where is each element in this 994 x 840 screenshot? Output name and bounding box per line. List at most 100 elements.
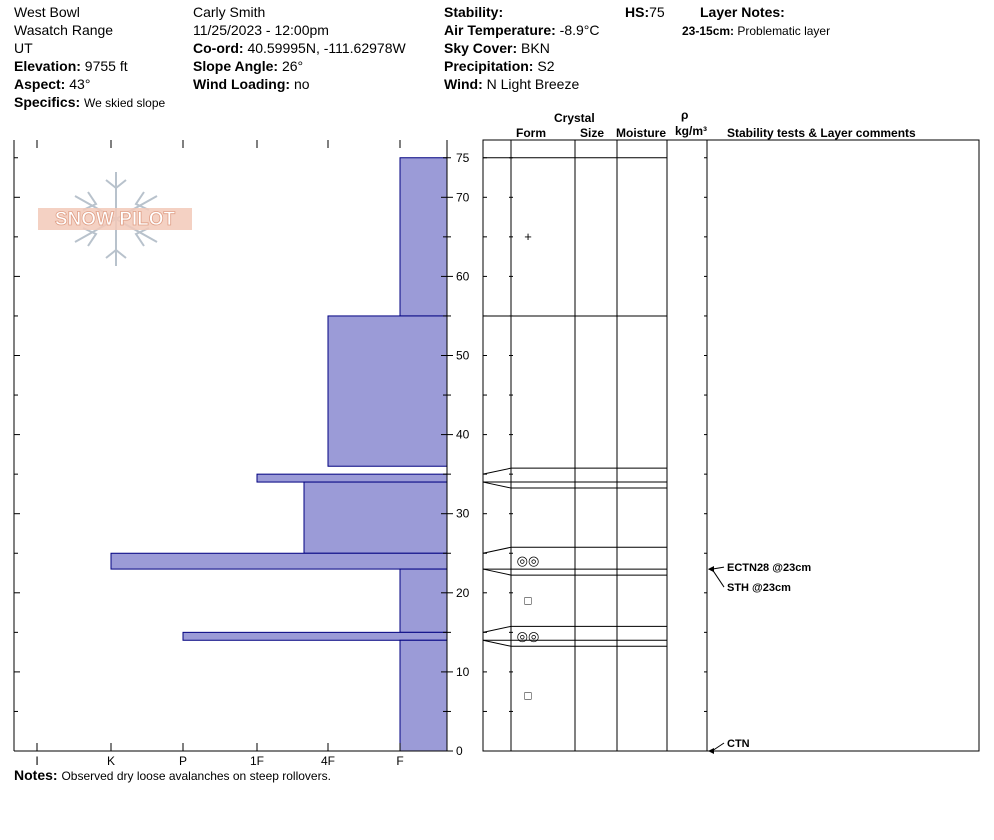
wind-loading-row: Wind Loading: no: [193, 75, 310, 93]
grain-forms: + ◎◎ □ ◎◎ □: [517, 229, 540, 703]
notes-label: Notes:: [14, 767, 58, 783]
specifics-row: Specifics: We skied slope: [14, 93, 165, 112]
height-tick-label: 0: [456, 744, 463, 758]
specifics-value: We skied slope: [84, 96, 166, 110]
grain-form-4: ◎◎: [517, 553, 540, 568]
layer-bottom-line-2: [482, 481, 667, 489]
notes-text: Observed dry loose avalanches on steep r…: [61, 769, 331, 783]
col-moisture: Moisture: [616, 126, 667, 140]
layer-top-line-2: [482, 467, 667, 475]
layer-note: 23-15cm: Problematic layer: [682, 22, 830, 40]
layer-top-line-4: [482, 546, 667, 554]
hs-value: 75: [649, 4, 665, 20]
hs-label: HS:: [625, 4, 650, 20]
hardness-tick-label: F: [396, 754, 403, 768]
sky-cover-label: Sky Cover:: [444, 40, 518, 56]
elevation-value: 9755 ft: [84, 58, 128, 74]
state: UT: [14, 40, 33, 56]
hardness-bar-1: [327, 315, 448, 467]
height-tick-label: 75: [456, 151, 470, 165]
mountain-range: Wasatch Range: [14, 22, 114, 38]
hardness-tick-label: I: [35, 754, 38, 768]
grain-form-6: ◎◎: [517, 628, 540, 643]
hardness-bar-5: [399, 568, 448, 633]
wind-value: N Light Breeze: [486, 76, 580, 92]
height-tick-label: 50: [456, 349, 470, 363]
grain-form-7: □: [524, 689, 531, 703]
height-tick-label: 40: [456, 428, 470, 442]
profile-grid: [13, 139, 980, 752]
layer-bottom-line-4: [482, 568, 667, 576]
precip-value: S2: [537, 58, 555, 74]
hardness-tick-label: 4F: [321, 754, 335, 768]
coord-value: 40.59995N, -111.62978W: [247, 40, 406, 56]
layer-bottom-line-6: [482, 639, 667, 647]
height-tick-label: 70: [456, 190, 470, 204]
location-name: West Bowl: [14, 4, 80, 20]
coord-row: Co-ord: 40.59995N, -111.62978W: [193, 39, 406, 57]
hardness-bar-3: [303, 481, 448, 554]
col-form: Form: [516, 126, 546, 140]
aspect-label: Aspect:: [14, 76, 66, 92]
hardness-axis: I K P 1F 4F F: [35, 743, 404, 768]
precip-label: Precipitation:: [444, 58, 534, 74]
wind-loading-value: no: [293, 76, 310, 92]
test-label-1: STH @23cm: [727, 582, 791, 594]
test-arrow-icon: [708, 566, 714, 573]
height-tick-label: 30: [456, 507, 470, 521]
wind-label: Wind:: [444, 76, 483, 92]
hardness-bar-6: [182, 631, 448, 641]
test-label-2: CTN: [727, 738, 750, 750]
hardness-bar-4: [110, 552, 448, 570]
stability-label: Stability:: [444, 4, 504, 20]
layer-notes-label: Layer Notes:: [700, 4, 785, 20]
wind-row: Wind: N Light Breeze: [444, 75, 579, 93]
test-arrow-icon: [708, 748, 714, 754]
slope-label: Slope Angle:: [193, 58, 279, 74]
height-axis: 0 10 20 30 40 50 60 70 75: [456, 151, 470, 758]
wind-loading-label: Wind Loading:: [193, 76, 291, 92]
aspect-row: Aspect: 43°: [14, 75, 90, 93]
precip-row: Precipitation: S2: [444, 57, 554, 75]
air-temp-row: Air Temperature: -8.9°C: [444, 21, 600, 39]
hs-row: HS:75: [625, 3, 665, 21]
col-crystal: Crystal: [554, 111, 595, 125]
height-tick-label: 60: [456, 269, 470, 283]
observer: Carly Smith: [193, 4, 266, 20]
specifics-label: Specifics:: [14, 94, 81, 110]
hardness-tick-label: 1F: [250, 754, 264, 768]
layer-top-line-6: [482, 625, 667, 633]
col-stability-comments: Stability tests & Layer comments: [727, 126, 916, 140]
snowpilot-logo: SNOW PILOT: [38, 172, 192, 266]
hardness-bar-0: [399, 157, 448, 317]
hardness-bar-7: [399, 639, 448, 752]
grain-form-5: □: [524, 594, 531, 608]
grain-form-0: +: [524, 229, 532, 244]
air-temp-value: -8.9°C: [559, 22, 600, 38]
hardness-bar-2: [256, 473, 448, 483]
test-label-0: ECTN28 @23cm: [727, 562, 811, 574]
height-tick-label: 20: [456, 586, 470, 600]
hardness-tick-label: P: [179, 754, 187, 768]
elevation-row: Elevation: 9755 ft: [14, 57, 128, 75]
coord-label: Co-ord:: [193, 40, 244, 56]
layer-boundaries: [482, 157, 667, 647]
layer-note-range: 23-15cm:: [682, 24, 735, 38]
stability-tests: ECTN28 @23cm STH @23cm CTN: [708, 562, 811, 754]
slope-value: 26°: [281, 58, 304, 74]
col-size: Size: [580, 126, 605, 140]
hardness-tick-label: K: [107, 754, 115, 768]
sky-cover-value: BKN: [521, 40, 550, 56]
observation-datetime: 11/25/2023 - 12:00pm: [193, 22, 329, 38]
hardness-bars: [110, 157, 448, 752]
aspect-value: 43°: [69, 76, 91, 92]
notes-row: Notes: Observed dry loose avalanches on …: [14, 766, 331, 785]
logo-text: SNOW PILOT: [55, 209, 176, 230]
elevation-label: Elevation:: [14, 58, 81, 74]
col-density-unit: kg/m³: [675, 124, 708, 138]
slope-row: Slope Angle: 26°: [193, 57, 303, 75]
sky-cover-row: Sky Cover: BKN: [444, 39, 550, 57]
col-rho: ρ: [681, 108, 689, 122]
layer-note-text: Problematic layer: [737, 24, 831, 38]
